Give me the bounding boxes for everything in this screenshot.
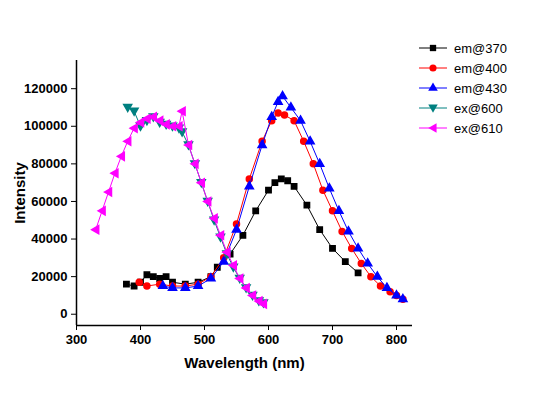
svg-text:0: 0 <box>60 306 67 321</box>
svg-text:600: 600 <box>258 332 280 347</box>
svg-text:300: 300 <box>66 332 88 347</box>
svg-text:40000: 40000 <box>31 231 67 246</box>
svg-text:400: 400 <box>130 332 152 347</box>
html-text:em@430: em@430 <box>454 80 507 96</box>
svg-text:60000: 60000 <box>31 194 67 209</box>
svg-text:100000: 100000 <box>24 118 67 133</box>
html-text:ex@600: ex@600 <box>454 100 503 116</box>
svg-text:500: 500 <box>194 332 216 347</box>
svg-text:700: 700 <box>322 332 344 347</box>
svg-text:800: 800 <box>386 332 408 347</box>
svg-text:80000: 80000 <box>31 156 67 171</box>
html-text:ex@610: ex@610 <box>454 120 503 136</box>
html-text:em@370: em@370 <box>454 40 507 56</box>
svg-text:Intensity: Intensity <box>11 162 28 224</box>
svg-text:120000: 120000 <box>24 81 67 96</box>
svg-text:Wavelength (nm): Wavelength (nm) <box>184 354 304 371</box>
html-text:em@400: em@400 <box>454 60 507 76</box>
svg-text:20000: 20000 <box>31 269 67 284</box>
